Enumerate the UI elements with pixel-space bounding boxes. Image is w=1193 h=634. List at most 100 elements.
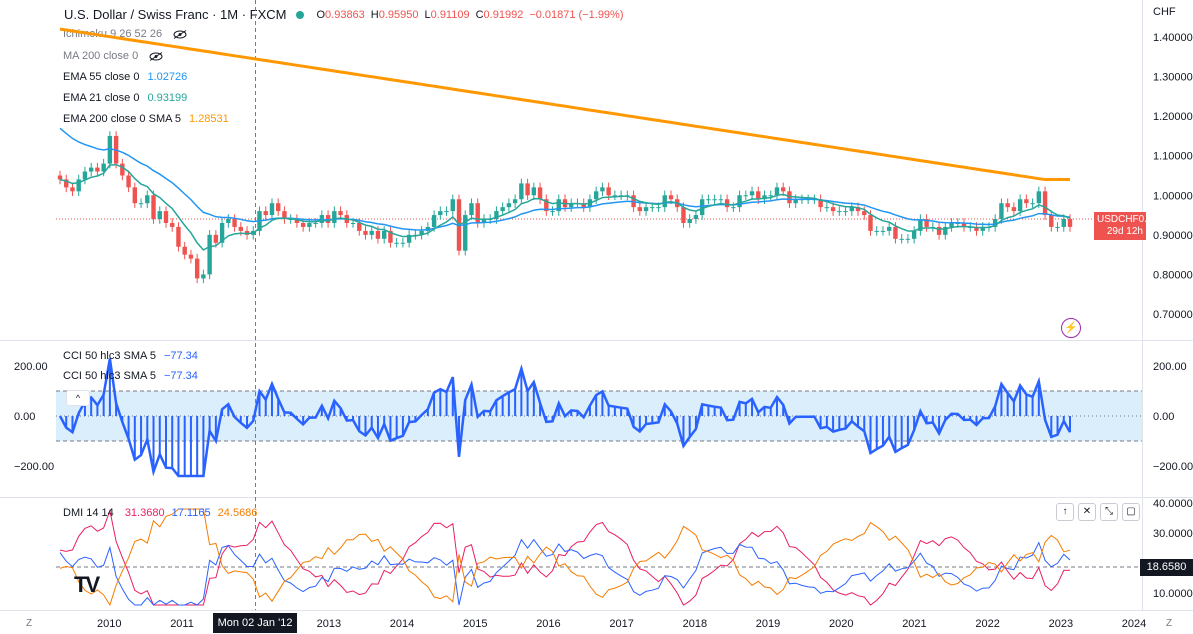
candle-body (886, 226, 892, 231)
ema55-line (59, 127, 1071, 231)
candle-body (612, 195, 618, 197)
candle-body (781, 187, 786, 192)
candle-body (668, 195, 674, 200)
candle-body (643, 207, 649, 212)
time-tick-label: 2017 (609, 618, 633, 630)
time-tick-label: 2013 (317, 618, 341, 630)
candle-body (375, 230, 381, 239)
maximize-pane-button[interactable]: ⤡ (1100, 503, 1118, 521)
legend-dmi[interactable]: DMI 14 14 31.3680 17.1165 24.5686 (63, 507, 257, 519)
hidden-eye-icon[interactable] (173, 29, 187, 39)
time-tick-label: 2023 (1049, 618, 1073, 630)
price-tick-label: 1.40000 (1153, 32, 1193, 44)
price-tick-label: 1.10000 (1153, 151, 1193, 163)
candle-body (1067, 219, 1073, 227)
candle-body (762, 195, 767, 200)
candle-body (943, 226, 948, 235)
tradingview-logo[interactable]: TV (74, 572, 100, 597)
candle-body (1030, 203, 1035, 205)
legend-ichimoku-name: Ichimoku 9 26 52 26 (63, 28, 163, 40)
candle-body (101, 163, 106, 172)
candle-body (431, 215, 437, 227)
legend-ema200[interactable]: EMA 200 close 0 SMA 5 1.28531 (63, 113, 229, 125)
candle-body (1024, 199, 1029, 204)
cci-layer (58, 358, 1072, 478)
candle-body (226, 219, 231, 223)
delete-pane-button[interactable]: ✕ (1078, 503, 1096, 521)
candle-body (394, 242, 399, 244)
axis-labels-layer: 1.40000 1.30000 1.20000 1.10000 1.00000 0.900… (14, 32, 1193, 630)
price-label-countdown: 29d 12h (1106, 226, 1143, 237)
candle-body (737, 195, 742, 208)
candle-body (294, 219, 300, 223)
cci-tick-label: 0.00 (14, 411, 35, 423)
candle-body (992, 219, 998, 227)
lightning-icon[interactable]: ⚡ (1061, 318, 1081, 338)
open-value: 0.93863 (325, 8, 365, 21)
crosshair-date-label: Mon 02 Jan '12 (213, 613, 297, 633)
legend-ma200[interactable]: MA 200 close 0 (63, 50, 163, 62)
candle-body (924, 219, 929, 227)
candle-body (300, 222, 306, 227)
time-tick-label: 2014 (390, 618, 414, 630)
cci-line (58, 358, 1072, 478)
candle-body (512, 199, 518, 204)
currency-label[interactable]: CHF (1153, 6, 1176, 18)
zoom-right-button[interactable]: Z (1166, 618, 1173, 629)
legend-ichimoku[interactable]: Ichimoku 9 26 52 26 (63, 28, 187, 40)
candle-body (531, 187, 537, 196)
candle-body (837, 211, 842, 213)
legend-cci-2[interactable]: CCI 50 hlc3 SMA 5 −77.34 (63, 370, 198, 382)
time-tick-label: 2010 (97, 618, 121, 630)
time-tick-label: 2020 (829, 618, 853, 630)
dmi-current-label: 18.6580 (1140, 559, 1193, 576)
candle-body (506, 203, 512, 208)
time-tick-label: 2024 (1122, 618, 1146, 630)
price-tick-label: 0.70000 (1153, 309, 1193, 321)
candle-body (1055, 226, 1060, 228)
legend-cci-1[interactable]: CCI 50 hlc3 SMA 5 −77.34 (63, 350, 198, 362)
cci-right-tick-label: 200.00 (1153, 361, 1187, 373)
candle-body (936, 226, 942, 235)
candle-body (307, 222, 312, 227)
candle-body (369, 230, 374, 235)
candle-body (699, 199, 705, 216)
legend-dmi-name: DMI 14 14 (63, 507, 114, 519)
price-label-price: 0.94144 (1138, 214, 1175, 225)
candle-body (662, 195, 667, 208)
legend-ema21[interactable]: EMA 21 close 0 0.93199 (63, 92, 187, 104)
price-tick-label: 1.00000 (1153, 190, 1193, 202)
candle-body (656, 207, 661, 209)
candle-body (824, 207, 830, 209)
candle-body (681, 207, 686, 223)
price-tick-label: 0.90000 (1153, 230, 1193, 242)
collapse-pane-button[interactable]: ▢ (1122, 503, 1140, 521)
dmi-minus-line (59, 538, 1071, 606)
hidden-eye-icon[interactable] (149, 51, 163, 61)
candle-body (550, 211, 555, 213)
candle-body (1005, 203, 1010, 208)
candle-body (606, 187, 611, 196)
candle-body (980, 226, 985, 231)
candle-body (537, 187, 543, 200)
zoom-left-button[interactable]: Z (26, 618, 33, 629)
move-pane-up-button[interactable]: ↑ (1056, 503, 1074, 521)
symbol-title[interactable]: U.S. Dollar / Swiss Franc · 1M · FXCM (64, 7, 287, 22)
high-label: H (370, 8, 379, 21)
legend-ema55[interactable]: EMA 55 close 0 1.02726 (63, 71, 187, 83)
legend-dmi-value-1: 31.3680 (124, 507, 165, 519)
collapse-legend-button[interactable]: ^ (66, 390, 90, 406)
candle-body (749, 191, 755, 196)
market-status-dot (296, 10, 305, 19)
candle-body (519, 183, 524, 200)
legend-ema21-name: EMA 21 close 0 (63, 92, 140, 104)
candle-body (107, 135, 113, 164)
candle-body (961, 222, 967, 227)
candle-body (593, 191, 599, 200)
price-label-symbol: USDCHF (1097, 214, 1139, 225)
legend-dmi-value-2: 17.1165 (171, 507, 211, 519)
close-value: 0.91992 (483, 8, 524, 21)
legend-ma200-name: MA 200 close 0 (63, 50, 139, 62)
low-value: 0.91109 (430, 8, 470, 21)
